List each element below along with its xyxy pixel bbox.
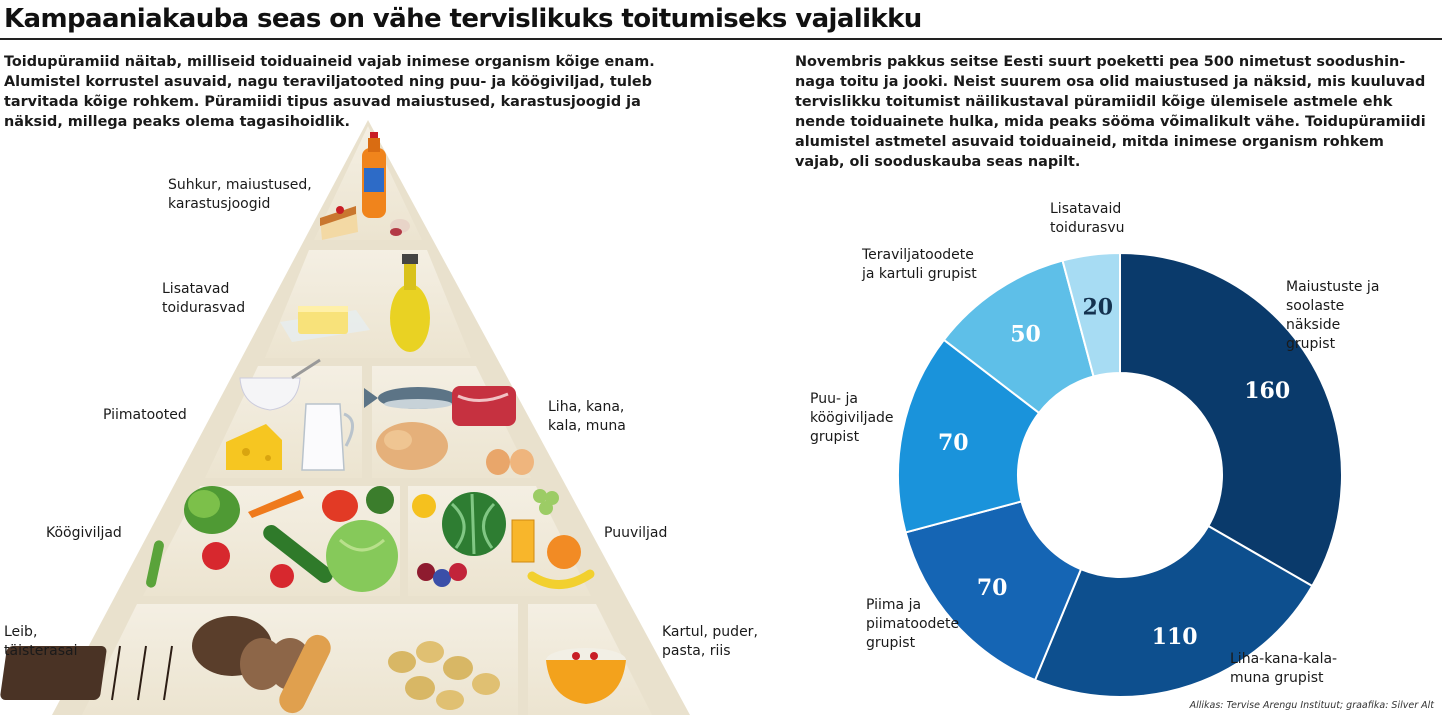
rye-bread-illustration [0,645,173,701]
pyramid-label-fats: Lisatavad toidurasvad [162,281,246,316]
orange-illustration [547,535,581,569]
donut-value-fats: 20 [1082,294,1113,320]
apple-illustration [412,494,436,518]
yogurt-bowl-illustration [239,358,321,411]
donut-values: 160 110 70 70 50 20 [938,294,1290,650]
tomato-illustration [202,542,294,588]
intro-right-text: Novembris pakkus seitse Eesti suurt poek… [795,54,1426,170]
cake-slice-illustration [320,206,358,240]
donut-value-grains: 50 [1010,322,1041,348]
steak-illustration [452,386,516,426]
pyramid-label-sweets: Suhkur, maiustused, karastusjoogid [168,177,312,212]
pyramid-label-meat: Liha, kana, kala, muna [548,399,626,434]
fish-illustration [364,387,458,409]
oil-bottle-illustration [390,254,430,352]
chart-label-dairy: Piima ja piimatoodete grupist [866,597,960,651]
pyramid-label-grains: Kartul, puder, pasta, riis [662,624,758,659]
chicken-illustration [376,422,448,470]
donut-slice-meat [1033,524,1314,698]
banana-illustration [527,569,595,589]
pepper-illustration [322,490,358,522]
cucumber-illustration [263,525,333,583]
baguette-illustration [279,634,331,714]
donut-slice-dairy [904,500,1083,682]
grapes-illustration [533,489,559,515]
soda-bottle-illustration [362,132,386,218]
donut-value-sweets: 160 [1244,378,1290,404]
pyramid-label-bread: Leib, täisterasai [4,624,78,659]
bread-loaf-illustration [192,616,312,690]
chart-label-meat: Liha-kana-kala- muna grupist [1230,651,1338,686]
potatoes-illustration [388,641,500,710]
milk-jug-illustration [301,403,354,471]
beans-illustration [146,540,164,588]
juice-glass-illustration [511,519,535,563]
berries-illustration [417,563,467,587]
donut-value-vegetables: 70 [938,430,969,456]
food-pyramid [0,120,690,715]
pyramid-label-dairy: Piimatooted [103,407,187,423]
carrot-illustration [248,490,304,518]
broccoli-illustration [366,486,394,514]
porridge-bowl-illustration [546,648,626,704]
pyramid-label-fruit: Puuviljad [604,525,668,541]
cabbage-illustration [326,520,398,592]
donut-hole [1019,374,1221,576]
chart-label-fats: Lisatavaid toidurasvu [1050,201,1125,236]
pyramid-label-vegetables: Köögiviljad [46,525,122,541]
title-rule [0,38,1442,40]
chart-label-vegetables: Puu- ja köögiviljade grupist [810,391,894,445]
chart-label-sweets: Maiustuste ja soolaste näkside grupist [1286,279,1380,352]
chart-label-grains: Teraviljatoodete ja kartuli grupist [862,247,977,282]
donut-slice-vegetables [897,338,1041,534]
donut-slice-sweets [1119,251,1343,588]
lettuce-illustration [184,486,240,534]
candy-illustration [390,219,410,236]
donut-value-meat: 110 [1152,624,1198,650]
watermelon-illustration [442,492,506,556]
source-credit: Allikas: Tervise Arengu Instituut; graaf… [1189,700,1434,711]
donut-slices [897,251,1343,698]
donut-value-dairy: 70 [977,575,1008,601]
donut-slice-fats [1061,251,1121,378]
intro-left-text: Toidupüramiid näitab, milliseid toiduain… [4,54,655,130]
cheese-illustration [226,424,282,470]
eggs-illustration [486,449,534,475]
butter-illustration [280,306,370,342]
page-title: Kampaaniakauba seas on vähe tervislikuks… [4,4,922,34]
